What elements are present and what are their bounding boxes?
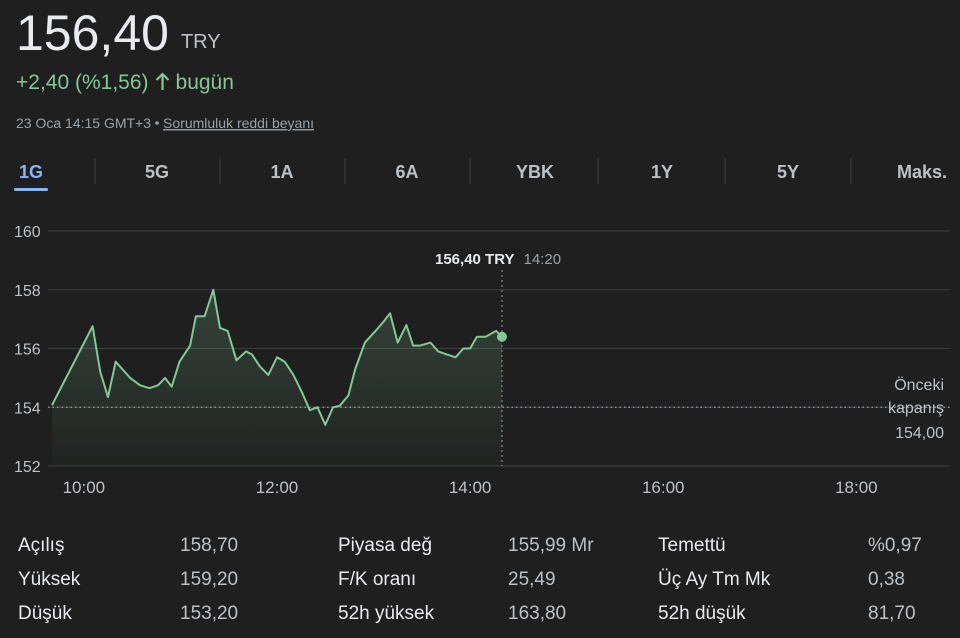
stat-value: 158,70 [180, 535, 238, 556]
range-tab[interactable]: Maks. [897, 162, 947, 182]
last-point [496, 331, 507, 342]
stat-value: 155,99 Mr [508, 535, 594, 556]
y-tick-label: 154 [14, 400, 41, 417]
tooltip-time: 14:20 [524, 251, 562, 268]
separator-dot [155, 121, 159, 125]
stat-value: 81,70 [868, 603, 916, 624]
stat-label: 52h düşük [658, 603, 746, 624]
x-tick-label: 18:00 [835, 478, 878, 497]
y-tick-label: 160 [14, 224, 41, 241]
y-tick-label: 158 [14, 283, 41, 300]
active-tab-underline [14, 188, 48, 191]
x-tick-label: 16:00 [642, 478, 685, 497]
price-line [51, 288, 503, 426]
x-tick-label: 12:00 [256, 478, 299, 497]
y-tick-label: 152 [14, 459, 41, 476]
stat-value: 163,80 [508, 603, 566, 624]
change-period: bugün [176, 71, 234, 94]
range-tab[interactable]: 5Y [777, 162, 799, 182]
stat-label: F/K oranı [338, 569, 416, 590]
price-change: +2,40 (%1,56) [16, 71, 149, 94]
x-tick-label: 14:00 [449, 478, 492, 497]
stat-value: 159,20 [180, 569, 238, 590]
stat-value: %0,97 [868, 535, 922, 556]
stat-label: Temettü [658, 535, 726, 556]
stat-label: Yüksek [18, 569, 81, 590]
up-arrow-icon [155, 72, 170, 90]
price-area [52, 289, 502, 466]
timestamp: 23 Oca 14:15 GMT+3 [16, 115, 151, 131]
stat-value: 0,38 [868, 569, 905, 590]
range-tab[interactable]: 1G [19, 162, 43, 182]
stat-value: 153,20 [180, 603, 238, 624]
range-tab[interactable]: 5G [145, 162, 169, 182]
tooltip-price: 156,40 TRY [435, 251, 515, 268]
previous-close-label: Önceki kapanış [888, 376, 944, 417]
disclaimer-link[interactable]: Sorumluluk reddi beyanı [163, 115, 314, 131]
range-tab[interactable]: YBK [516, 162, 554, 182]
stat-label: 52h yüksek [338, 603, 435, 624]
stat-label: Düşük [18, 603, 72, 624]
stat-label: Üç Ay Tm Mk [658, 569, 771, 590]
range-tab[interactable]: 6A [395, 162, 418, 182]
y-tick-label: 156 [14, 342, 41, 359]
stat-label: Açılış [18, 535, 64, 556]
range-tab[interactable]: 1A [270, 162, 293, 182]
x-tick-label: 10:00 [63, 478, 106, 497]
currency: TRY [181, 31, 221, 53]
range-tab[interactable]: 1Y [651, 162, 673, 182]
price: 156,40 [16, 5, 169, 61]
stat-label: Piyasa değ [338, 535, 432, 556]
previous-close-value: 154,00 [895, 425, 944, 442]
stat-value: 25,49 [508, 569, 556, 590]
